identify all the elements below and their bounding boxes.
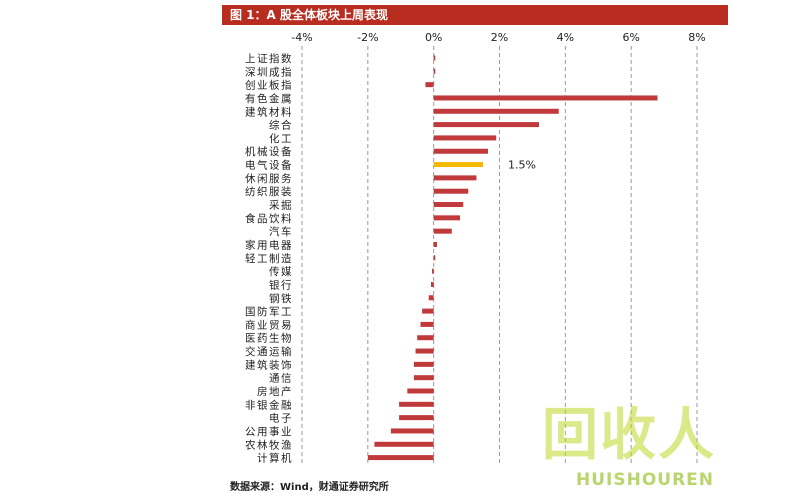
bar xyxy=(428,295,434,301)
watermark-logo: 回收人 HUISHOUREN xyxy=(538,402,738,492)
category-label: 交通运输 xyxy=(245,345,293,358)
category-label: 创业板指 xyxy=(245,79,293,92)
bar xyxy=(433,228,452,234)
bar xyxy=(433,255,436,261)
bar xyxy=(433,148,488,154)
bar xyxy=(433,202,464,208)
x-tick-label: -2% xyxy=(357,31,378,44)
bar xyxy=(431,281,434,287)
bar-highlight xyxy=(433,162,484,168)
bar xyxy=(415,348,434,354)
chart-title: 图 1：A 股全体板块上周表现 xyxy=(222,5,728,25)
category-label: 机械设备 xyxy=(245,145,293,158)
bar xyxy=(374,441,434,447)
x-tick-label: 0% xyxy=(425,31,442,44)
x-tick-label: 8% xyxy=(688,31,705,44)
category-label: 建筑装饰 xyxy=(245,358,293,371)
x-tick-label: -4% xyxy=(291,31,312,44)
category-label: 建筑材料 xyxy=(245,105,293,118)
bars xyxy=(367,55,658,461)
category-label: 商业贸易 xyxy=(245,318,293,331)
category-label: 有色金属 xyxy=(245,92,293,105)
bar xyxy=(407,388,434,394)
bar xyxy=(425,82,434,88)
category-label: 汽车 xyxy=(269,225,293,238)
watermark-sub-text: HUISHOUREN xyxy=(576,470,715,490)
category-label: 银行 xyxy=(269,278,293,291)
x-axis-ticks: -4% -2% 0% 2% 4% 6% 8% xyxy=(291,31,705,44)
bar xyxy=(433,175,477,181)
data-label: 1.5% xyxy=(508,159,536,172)
category-label: 综合 xyxy=(269,119,293,132)
category-label: 深圳成指 xyxy=(245,65,293,78)
annotations: 1.5% xyxy=(508,159,536,172)
watermark-main-text: 回收人 xyxy=(542,403,716,468)
bar xyxy=(390,428,434,434)
category-label: 家用电器 xyxy=(245,238,293,251)
x-tick-label: 4% xyxy=(557,31,574,44)
category-label: 通信 xyxy=(269,373,293,385)
x-tick-label: 2% xyxy=(491,31,508,44)
bar xyxy=(399,401,434,407)
category-label: 采掘 xyxy=(269,199,293,212)
category-label: 国防军工 xyxy=(245,305,293,318)
bar xyxy=(433,135,497,141)
category-label: 医药生物 xyxy=(245,332,293,345)
bar xyxy=(433,68,436,74)
category-label: 休闲服务 xyxy=(245,172,293,185)
bar xyxy=(413,361,434,367)
category-label: 公用事业 xyxy=(245,425,293,438)
bar xyxy=(417,335,434,341)
bar xyxy=(433,188,469,194)
category-label: 电气设备 xyxy=(245,159,293,172)
category-label: 农林牧渔 xyxy=(245,438,293,451)
category-label: 轻工制造 xyxy=(245,252,293,265)
bar xyxy=(420,321,434,327)
category-label: 非银金融 xyxy=(245,398,293,411)
bar xyxy=(413,375,434,381)
bar xyxy=(367,455,434,461)
category-label: 电子 xyxy=(269,412,293,425)
bar xyxy=(433,241,437,247)
bar xyxy=(433,95,658,101)
category-label: 钢铁 xyxy=(269,292,293,305)
source-note: 数据来源：Wind，财通证券研究所 xyxy=(230,482,389,493)
category-label: 上证指数 xyxy=(245,52,293,65)
category-label: 房地产 xyxy=(257,385,293,398)
category-label: 传媒 xyxy=(269,265,293,278)
bar xyxy=(433,108,559,114)
bar xyxy=(432,268,434,274)
category-labels: 上证指数深圳成指创业板指有色金属建筑材料综合化工机械设备电气设备休闲服务纺织服装… xyxy=(245,52,293,465)
category-label: 纺织服装 xyxy=(245,185,293,198)
bar xyxy=(399,415,434,421)
bar xyxy=(433,215,460,221)
category-label: 化工 xyxy=(269,132,293,145)
bar xyxy=(422,308,434,314)
category-label: 食品饮料 xyxy=(245,212,293,225)
bar xyxy=(433,122,539,128)
grid-lines xyxy=(301,46,698,463)
category-label: 计算机 xyxy=(257,452,293,465)
x-tick-label: 6% xyxy=(622,31,639,44)
bar xyxy=(433,55,436,61)
